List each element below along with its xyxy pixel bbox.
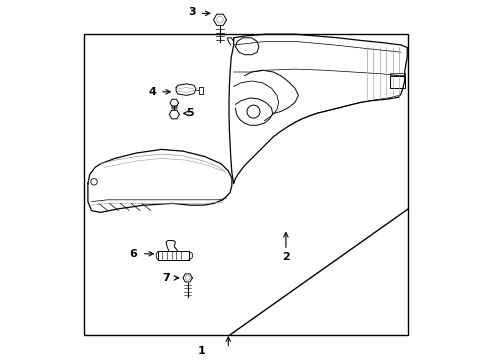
Text: 5: 5: [185, 108, 193, 118]
Text: 7: 7: [162, 273, 169, 283]
Text: 4: 4: [148, 87, 156, 97]
Text: 6: 6: [129, 249, 137, 259]
Bar: [158, 251, 188, 260]
Text: 1: 1: [197, 346, 205, 356]
Bar: [84, 34, 407, 335]
Bar: [389, 73, 404, 75]
Text: 2: 2: [282, 252, 289, 262]
Text: 3: 3: [188, 7, 196, 17]
Bar: [389, 76, 404, 88]
